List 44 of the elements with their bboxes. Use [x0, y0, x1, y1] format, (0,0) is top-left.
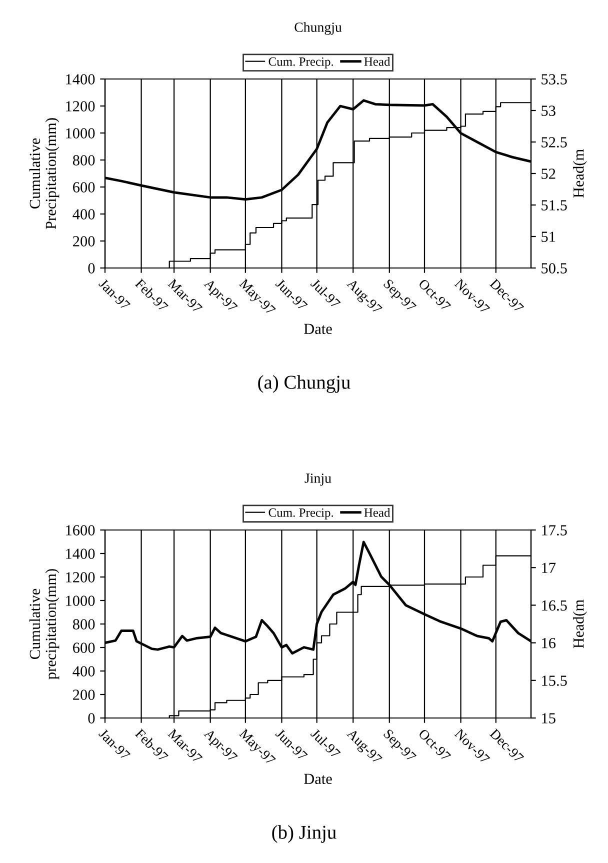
x-axis-title: Date: [304, 324, 332, 334]
y2-axis-title: Head(m: [573, 149, 587, 198]
y2-tick-label: 16: [542, 638, 556, 648]
legend-label: Cum. Precip.: [268, 508, 334, 520]
text: (b) Jinju: [272, 825, 336, 843]
y-axis-title: Cumulative precipitation(mm): [29, 569, 60, 680]
chart-title: Jinju: [304, 474, 332, 486]
y-tick-label: 1200: [66, 572, 95, 582]
x-axis-title: Date: [304, 774, 332, 784]
y-tick-label: 800: [72, 155, 95, 166]
y2-tick-label: 17: [542, 562, 556, 573]
y-tick-label: 1600: [66, 525, 95, 536]
legend-label: Head: [364, 57, 390, 66]
y-tick-label: 600: [73, 642, 95, 653]
y-tick-label: 1000: [66, 596, 95, 606]
y-tick-label: 1000: [66, 128, 95, 138]
chart-title: Chungju: [294, 22, 342, 35]
y2-axis-title: Head(m: [573, 600, 587, 648]
y2-tick-label: 51.5: [542, 200, 567, 211]
y2-tick-label: 53.5: [542, 74, 567, 85]
y-tick-label: 1200: [66, 101, 95, 112]
y-tick-label: 400: [72, 209, 95, 220]
y-tick-label: 1400: [66, 548, 95, 559]
y2-tick-label: 50.5: [542, 263, 567, 274]
y2-tick-label: 52.5: [542, 137, 567, 148]
y-tick-label: 600: [73, 182, 95, 192]
y2-tick-label: 17.5: [542, 525, 567, 536]
y2-tick-label: 53: [542, 106, 556, 116]
y-axis-title: Cumulative Precipitation(mm): [29, 118, 60, 230]
y2-tick-label: 15: [542, 713, 556, 724]
y-tick-label: 0: [88, 263, 95, 274]
legend-label: Head: [364, 508, 390, 517]
y2-tick-label: 51: [542, 232, 556, 242]
y-tick-label: 0: [88, 713, 95, 724]
y-tick-label: 1400: [66, 74, 95, 84]
y2-tick-label: 52: [542, 168, 556, 179]
y2-tick-label: 16.5: [542, 600, 567, 611]
legend-label: Cum. Precip.: [268, 57, 334, 68]
y-tick-label: 200: [73, 236, 95, 246]
text: (a) Chungju: [258, 375, 350, 393]
y2-tick-label: 15.5: [542, 676, 567, 686]
y-tick-label: 800: [72, 619, 95, 630]
y-tick-label: 200: [73, 690, 95, 700]
y-tick-label: 400: [72, 666, 95, 676]
